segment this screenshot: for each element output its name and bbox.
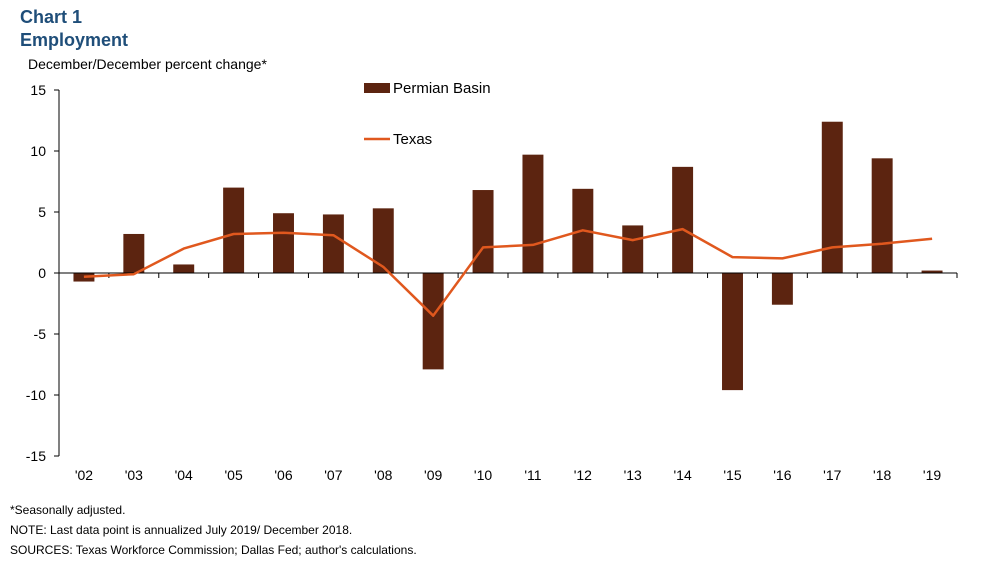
chart-title-line2: Employment	[20, 30, 129, 50]
footnote-seasonal: *Seasonally adjusted.	[10, 503, 126, 517]
legend-label-permian-basin: Permian Basin	[393, 80, 491, 97]
x-tick-label: '02	[75, 467, 93, 483]
y-tick-label: 15	[30, 82, 46, 98]
x-tick-label: '04	[175, 467, 193, 483]
bar-permian-basin	[522, 154, 544, 273]
bar-permian-basin	[223, 187, 245, 273]
footnote-note: NOTE: Last data point is annualized July…	[10, 523, 353, 537]
bar-permian-basin	[722, 273, 743, 391]
x-tick-label: '15	[723, 467, 741, 483]
y-tick-label: 10	[30, 143, 46, 159]
bar-permian-basin	[821, 121, 843, 273]
bar-permian-basin	[921, 270, 943, 273]
y-tick-label: -15	[26, 448, 46, 464]
bar-permian-basin	[472, 190, 494, 273]
bar-permian-basin	[771, 273, 793, 305]
y-ticks-group: -15 -10 -5 0 5 10 15	[26, 82, 59, 464]
y-tick-label: 5	[38, 204, 46, 220]
x-tick-label: '11	[524, 467, 541, 483]
x-tick-label: '07	[324, 467, 342, 483]
bars-group	[73, 121, 943, 391]
x-tick-label: '08	[374, 467, 392, 483]
bar-permian-basin	[372, 208, 394, 273]
x-tick-label: '14	[673, 467, 691, 483]
x-ticks-group: '02 '03 '04 '05 '06 '07 '08 '09 '10 '11 '12 '13 '14 '…	[75, 273, 958, 483]
bar-permian-basin	[173, 264, 195, 273]
footnote-sources: SOURCES: Texas Workforce Commission; Dal…	[10, 543, 417, 557]
x-tick-label: '09	[424, 467, 442, 483]
bar-permian-basin	[322, 214, 344, 273]
legend: Permian Basin Texas	[364, 80, 491, 148]
texas-line	[83, 227, 933, 317]
bar-permian-basin	[123, 233, 145, 273]
bar-permian-basin	[871, 158, 893, 273]
x-tick-label: '13	[624, 467, 642, 483]
y-tick-label: -10	[26, 387, 46, 403]
legend-swatch-permian-basin	[364, 83, 390, 93]
x-tick-label: '17	[823, 467, 841, 483]
x-tick-label: '03	[125, 467, 143, 483]
legend-label-texas: Texas	[393, 131, 432, 148]
line-layer	[83, 227, 933, 317]
x-tick-label: '05	[224, 467, 242, 483]
bar-permian-basin	[273, 213, 294, 273]
x-tick-label: '18	[873, 467, 891, 483]
y-tick-label: 0	[38, 265, 46, 281]
x-tick-label: '06	[274, 467, 292, 483]
y-axis-subtitle: December/December percent change*	[28, 56, 267, 72]
bar-permian-basin	[622, 225, 644, 273]
chart-title-line1: Chart 1	[20, 7, 83, 27]
bar-permian-basin	[422, 273, 444, 370]
x-tick-label: '10	[474, 467, 492, 483]
x-tick-label: '16	[773, 467, 791, 483]
y-tick-label: -5	[34, 326, 47, 342]
bar-permian-basin	[672, 166, 694, 273]
x-tick-label: '19	[923, 467, 941, 483]
x-tick-label: '12	[574, 467, 592, 483]
